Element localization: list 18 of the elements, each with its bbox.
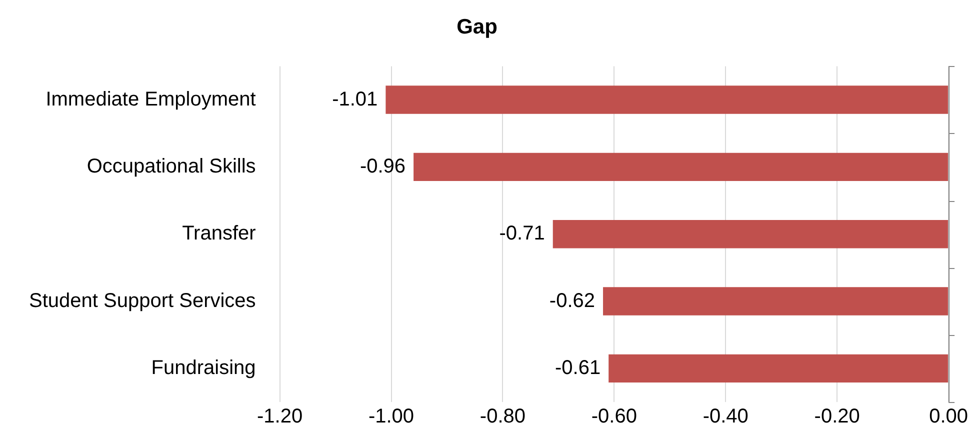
y-tick-label: Student Support Services (29, 290, 256, 312)
y-tick-label: Fundraising (151, 356, 256, 379)
x-tick-label: 0.00 (929, 406, 968, 428)
data-label: -0.61 (555, 356, 601, 379)
x-tick-label: -0.20 (814, 406, 860, 428)
data-label: -0.71 (499, 222, 545, 245)
y-tick-label: Immediate Employment (46, 88, 256, 110)
x-tick-label: -1.00 (368, 406, 414, 428)
x-tick-label: -0.60 (591, 406, 637, 428)
chart-title: Gap (456, 15, 498, 38)
data-label: -0.62 (549, 290, 596, 312)
x-tick-label: -1.20 (257, 406, 303, 428)
x-tick-label: -0.80 (480, 406, 526, 428)
x-tick-label: -0.40 (702, 406, 748, 428)
data-label: -1.01 (332, 88, 378, 110)
y-tick-label: Occupational Skills (86, 155, 256, 178)
data-label: -0.96 (360, 155, 406, 178)
y-tick-label: Transfer (182, 222, 256, 245)
